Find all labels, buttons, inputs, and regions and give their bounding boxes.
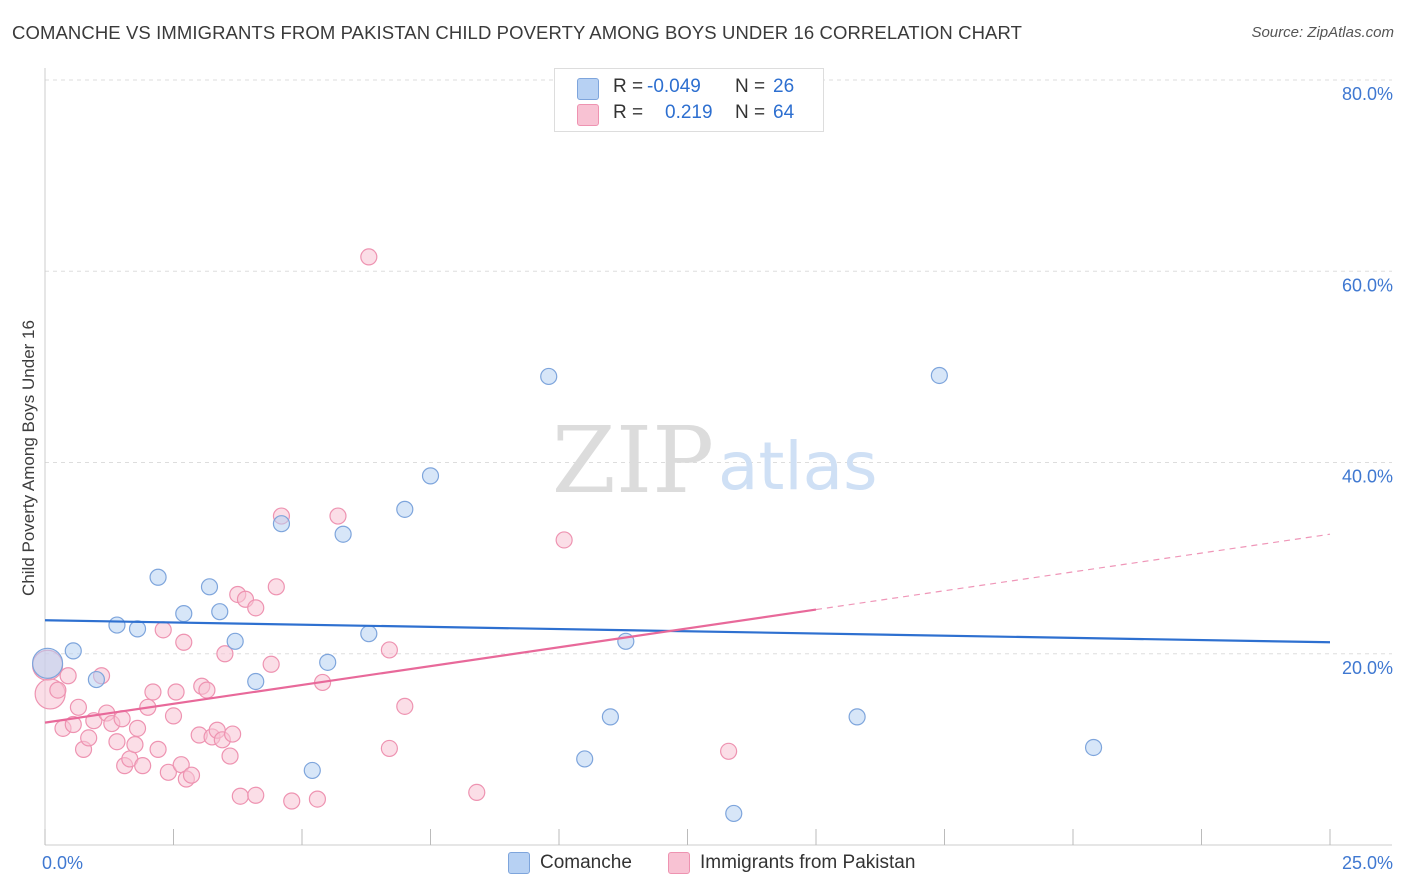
point-pakistan: [216, 645, 234, 663]
legend-n-value: 64: [773, 102, 795, 123]
trend-line-pakistan-extension: [815, 533, 1331, 611]
point-pakistan: [164, 707, 183, 725]
point-comanche: [108, 616, 126, 634]
y-axis-label: Child Poverty Among Boys Under 16: [19, 320, 38, 596]
grid-lines: [45, 79, 1392, 655]
point-pakistan: [247, 599, 265, 617]
point-pakistan: [80, 729, 98, 747]
bottom-legend-label-pakistan: Immigrants from Pakistan: [700, 852, 916, 873]
point-pakistan: [108, 733, 126, 751]
bottom-legend-swatch-comanche: [508, 852, 530, 874]
legend-swatch-comanche: [577, 78, 599, 100]
legend-n-value: 26: [773, 76, 795, 97]
point-comanche: [128, 620, 147, 638]
point-pakistan: [267, 578, 285, 596]
point-pakistan: [128, 719, 147, 737]
point-pakistan: [231, 787, 249, 805]
point-comanche: [334, 525, 352, 543]
point-pakistan: [49, 681, 67, 699]
point-pakistan: [59, 667, 77, 685]
point-comanche: [930, 366, 948, 385]
y-tick-label: 40.0%: [1342, 467, 1393, 487]
axes: [44, 68, 1392, 846]
trend-line-comanche: [44, 619, 1331, 644]
watermark-zip: ZIP: [552, 407, 714, 514]
point-comanche: [421, 467, 440, 485]
point-pakistan: [167, 683, 185, 701]
point-comanche: [540, 367, 558, 386]
point-comanche: [149, 568, 167, 586]
y-tick-label: 60.0%: [1342, 275, 1393, 295]
point-pakistan: [555, 531, 573, 549]
data-points: [31, 248, 1103, 823]
legend-swatch-pakistan: [577, 104, 599, 126]
watermark: ZIP atlas: [552, 407, 878, 514]
point-pakistan: [283, 792, 301, 810]
point-comanche: [272, 515, 291, 533]
point-pakistan: [154, 621, 172, 639]
point-pakistan: [126, 735, 144, 754]
x-tick-label: 25.0%: [1342, 853, 1393, 873]
point-pakistan: [69, 698, 88, 716]
source-label: Source: ZipAtlas.com: [1251, 24, 1394, 41]
trend-line-pakistan: [44, 608, 817, 724]
point-comanche: [725, 804, 743, 823]
y-tick-label: 20.0%: [1342, 658, 1393, 678]
x-tick-label: 0.0%: [42, 853, 83, 873]
point-comanche: [175, 604, 193, 623]
point-pakistan: [380, 641, 398, 659]
point-comanche: [601, 708, 620, 726]
point-pakistan: [329, 507, 347, 525]
bottom-legend-swatch-pakistan: [668, 852, 690, 874]
point-comanche: [319, 653, 337, 671]
point-comanche: [396, 500, 414, 518]
point-pakistan: [224, 725, 242, 743]
point-pakistan: [468, 783, 486, 802]
point-pakistan: [144, 683, 162, 701]
legend-r-label: R =: [613, 102, 644, 123]
point-comanche: [247, 672, 265, 691]
point-pakistan: [308, 790, 327, 808]
point-pakistan: [360, 248, 378, 266]
point-pakistan: [182, 766, 201, 784]
point-comanche: [360, 625, 378, 643]
point-pakistan: [198, 681, 216, 699]
point-pakistan: [247, 786, 265, 804]
legend-n-label: N =: [735, 76, 766, 97]
point-pakistan: [175, 633, 193, 651]
bottom-legend-label-comanche: Comanche: [540, 852, 632, 873]
point-pakistan: [720, 742, 738, 760]
chart-title: COMANCHE VS IMMIGRANTS FROM PAKISTAN CHI…: [12, 22, 1023, 43]
trend-lines: [44, 533, 1331, 724]
point-comanche: [226, 632, 244, 650]
point-comanche: [1084, 738, 1103, 757]
point-pakistan: [262, 655, 280, 673]
point-comanche: [848, 708, 866, 726]
legend-r-label: R =: [613, 76, 644, 97]
point-comanche: [31, 647, 64, 679]
point-comanche: [200, 578, 219, 596]
correlation-legend: R = -0.049 N = 26 R = 0.219 N = 64: [554, 68, 824, 132]
legend-r-value: 0.219: [665, 102, 713, 123]
point-pakistan: [380, 739, 398, 758]
legend-n-label: N =: [735, 102, 766, 123]
point-comanche: [87, 670, 106, 689]
point-pakistan: [64, 715, 82, 734]
legend-r-value: -0.049: [647, 76, 701, 97]
point-comanche: [303, 761, 321, 780]
point-comanche: [64, 642, 82, 660]
point-pakistan: [134, 757, 152, 775]
watermark-atlas: atlas: [718, 428, 878, 505]
point-pakistan: [221, 747, 239, 765]
tick-labels: 20.0% 40.0% 60.0% 80.0% 0.0% 25.0%: [42, 84, 1393, 873]
point-pakistan: [396, 697, 414, 715]
point-pakistan: [149, 740, 167, 758]
point-pakistan: [159, 763, 177, 781]
point-comanche: [211, 603, 229, 621]
point-comanche: [576, 750, 594, 768]
y-tick-label: 80.0%: [1342, 84, 1393, 104]
